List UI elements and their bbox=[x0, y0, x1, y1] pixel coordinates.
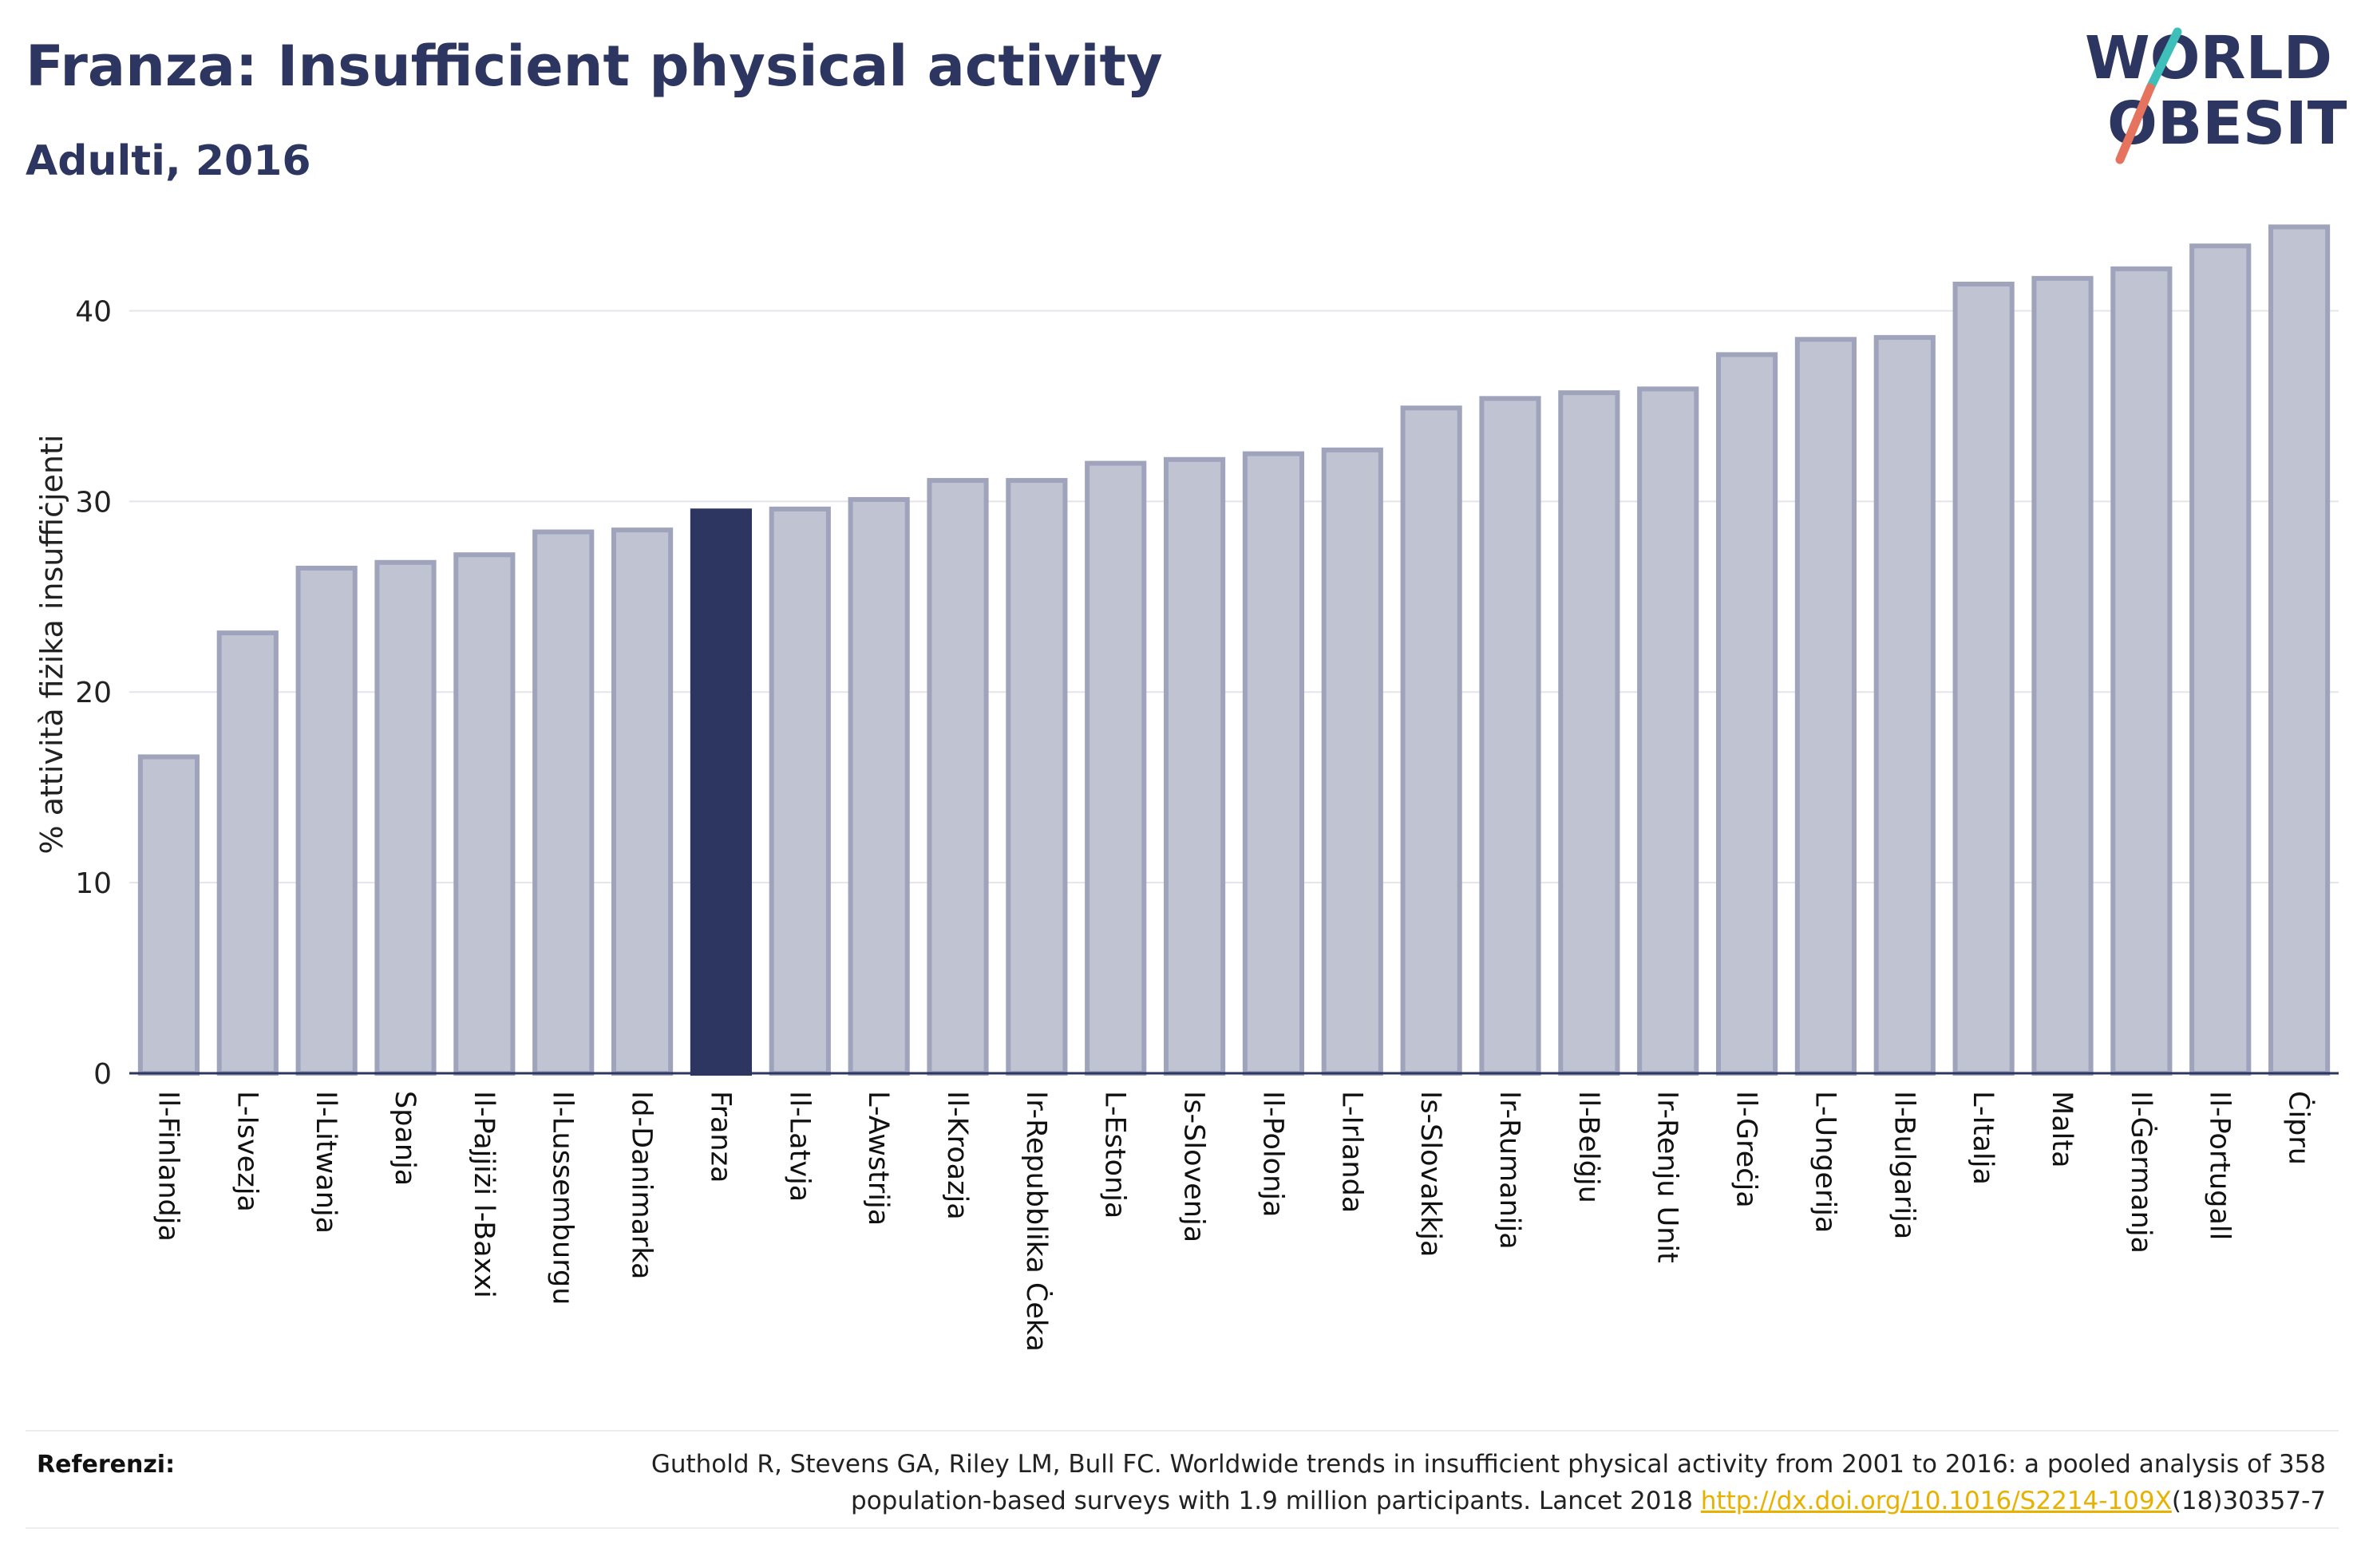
reference-divider-top bbox=[26, 1430, 2339, 1432]
x-tick-label: Il-Belġju bbox=[1572, 1091, 1604, 1203]
reference-line2: population-based surveys with 1.9 millio… bbox=[851, 1487, 1701, 1515]
x-tick-label: Il-Ġermanja bbox=[2125, 1091, 2158, 1254]
x-tick-label: Il-Latvja bbox=[783, 1091, 815, 1202]
reference-doi-link[interactable]: http://dx.doi.org/10.1016/S2214-109X bbox=[1700, 1487, 2172, 1515]
bar bbox=[1637, 386, 1699, 1076]
x-tick-label: Franza bbox=[704, 1091, 736, 1183]
y-tick-label: 40 bbox=[75, 295, 112, 328]
bar bbox=[1006, 478, 1068, 1076]
bar bbox=[2110, 266, 2173, 1076]
x-tick-label: Il-Litwanja bbox=[310, 1091, 342, 1234]
x-tick-label: Il-Lussemburgu bbox=[547, 1091, 579, 1305]
reference-suffix: (18)30357-7 bbox=[2171, 1487, 2326, 1515]
x-tick-label: L-Awstrija bbox=[862, 1091, 894, 1226]
x-tick-label: L-Estonja bbox=[1099, 1091, 1131, 1218]
bar bbox=[1163, 456, 1226, 1076]
y-tick-label: 20 bbox=[75, 677, 112, 709]
x-tick-label: Il-Pajjiżi l-Baxxi bbox=[468, 1091, 500, 1298]
bar bbox=[1873, 334, 1936, 1076]
reference-divider-bottom bbox=[26, 1527, 2339, 1529]
bar bbox=[374, 559, 437, 1076]
y-tick-label: 0 bbox=[93, 1058, 112, 1091]
bar bbox=[216, 630, 279, 1076]
bar bbox=[1321, 447, 1383, 1076]
y-tick-label: 10 bbox=[75, 867, 112, 900]
x-tick-label: Spanja bbox=[389, 1091, 421, 1186]
bar bbox=[295, 565, 358, 1076]
x-tick-label: Il-Portugall bbox=[2204, 1091, 2236, 1240]
bar bbox=[1400, 405, 1462, 1076]
bar bbox=[690, 508, 753, 1076]
chart-subtitle: Adulti, 2016 bbox=[26, 137, 311, 185]
x-tick-label: Il-Greċja bbox=[1730, 1091, 1762, 1208]
bar bbox=[532, 529, 595, 1076]
bar bbox=[2268, 224, 2331, 1076]
x-tick-label: Ir-Repubblika Ċeka bbox=[1020, 1091, 1054, 1352]
x-tick-label: Ir-Renju Unit bbox=[1651, 1091, 1683, 1263]
x-tick-label: Il-Kroazja bbox=[941, 1091, 973, 1220]
bar bbox=[1479, 396, 1541, 1076]
bar bbox=[1242, 451, 1305, 1076]
bar bbox=[1952, 282, 2015, 1076]
bar bbox=[1558, 390, 1620, 1076]
bar bbox=[848, 496, 910, 1076]
x-tick-label: L-Irlanda bbox=[1335, 1091, 1367, 1213]
bar bbox=[1715, 352, 1778, 1076]
x-tick-label: Ċipru bbox=[2283, 1091, 2316, 1165]
x-tick-label: Ir-Rumanija bbox=[1493, 1091, 1525, 1250]
x-tick-label: L-Italja bbox=[1967, 1091, 1999, 1185]
references-label: Referenzi: bbox=[37, 1451, 176, 1479]
chart-title: Franza: Insufficient physical activity bbox=[26, 34, 1163, 99]
y-axis-label: % attività fiżika insuffiċjenti bbox=[34, 435, 69, 855]
bar bbox=[453, 552, 516, 1076]
reference-line1: Guthold R, Stevens GA, Riley LM, Bull FC… bbox=[651, 1450, 2326, 1479]
y-tick-label: 30 bbox=[75, 486, 112, 519]
bar bbox=[137, 754, 200, 1076]
x-tick-label: Is-Slovenja bbox=[1178, 1091, 1210, 1242]
x-tick-label: Il-Polonja bbox=[1256, 1091, 1288, 1217]
bar bbox=[2189, 243, 2252, 1076]
bar bbox=[2031, 275, 2094, 1076]
logo-line1: WORLD bbox=[2085, 24, 2332, 93]
x-tick-label: Il-Finlandja bbox=[152, 1091, 184, 1242]
x-tick-label: L-Isvezja bbox=[231, 1091, 263, 1212]
bar bbox=[1794, 337, 1857, 1076]
world-obesity-logo: WORLD OBESITY bbox=[2085, 24, 2347, 164]
logo-slash-top bbox=[2145, 27, 2182, 93]
bar bbox=[927, 478, 989, 1076]
x-tick-label: Id-Danimarka bbox=[626, 1091, 658, 1280]
x-tick-label: Il-Bulgarija bbox=[1888, 1091, 1920, 1239]
logo-slash-bottom bbox=[2115, 83, 2155, 164]
bar bbox=[769, 506, 831, 1076]
x-tick-label: Is-Slovakkja bbox=[1414, 1091, 1446, 1257]
bar bbox=[611, 527, 674, 1076]
x-tick-label: Malta bbox=[2046, 1091, 2078, 1168]
bar bbox=[1085, 460, 1147, 1076]
bar-chart: 0 10 20 30 40 % attività fiżika insuffiċjenti… bbox=[34, 224, 2339, 1352]
x-tick-label: L-Ungerija bbox=[1809, 1091, 1841, 1233]
references-text: Guthold R, Stevens GA, Riley LM, Bull FC… bbox=[490, 1446, 2326, 1519]
